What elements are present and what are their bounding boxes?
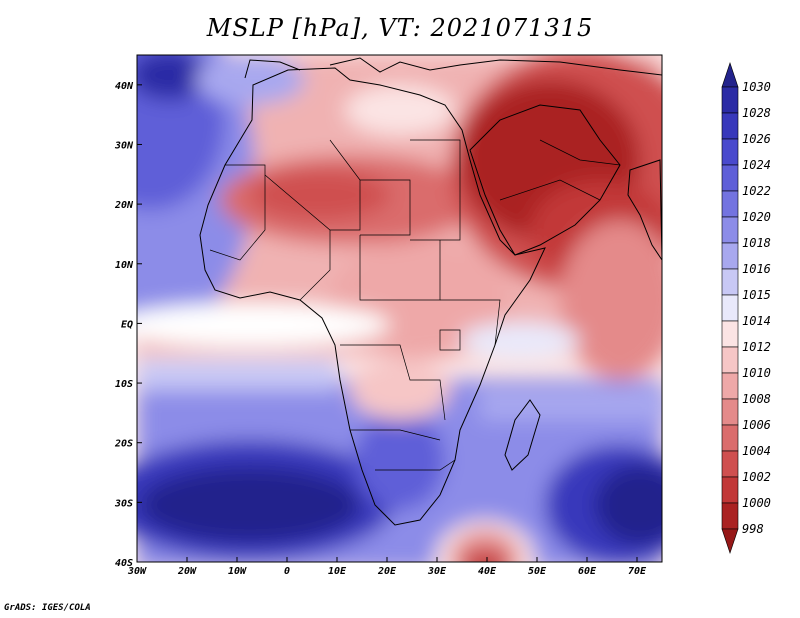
footer-credit: GrADS: IGES/COLA xyxy=(4,603,91,613)
colorbar-level-label: 1018 xyxy=(742,236,771,250)
lat-tick-label: 30S xyxy=(114,498,133,509)
lat-tick-label: 30N xyxy=(114,140,134,151)
lon-tick-label: 20W xyxy=(177,566,197,577)
colorbar-swatch xyxy=(721,164,739,192)
colorbar-swatch xyxy=(721,190,739,218)
colorbar-swatch xyxy=(721,320,739,348)
colorbar-swatch xyxy=(721,476,739,504)
colorbar-level-label: 1014 xyxy=(742,314,771,328)
colorbar: 1030 1028 1026 1024 1022 1020 1018 1016 1015 1014… xyxy=(721,62,771,554)
colorbar-level-label: 1016 xyxy=(742,262,771,276)
colorbar-swatch xyxy=(721,268,739,296)
madagascar-outline xyxy=(504,399,541,471)
colorbar-level-label: 1020 xyxy=(742,210,771,224)
lat-tick-label: EQ xyxy=(121,319,133,330)
colorbar-swatch xyxy=(721,242,739,270)
lon-tick-label: 30W xyxy=(127,566,147,577)
map-title: MSLP [hPa], VT: 2021071315 xyxy=(206,14,594,42)
lon-tick-label: 50E xyxy=(528,566,547,577)
colorbar-level-label: 1008 xyxy=(742,392,771,406)
lon-tick-label: 40E xyxy=(478,566,497,577)
colorbar-level-label: 1000 xyxy=(742,496,771,510)
lon-tick-label: 20E xyxy=(377,566,397,577)
colorbar-level-label: 1026 xyxy=(742,132,771,146)
colorbar-level-label: 1006 xyxy=(742,418,771,432)
colorbar-swatch xyxy=(721,138,739,166)
colorbar-swatch xyxy=(721,424,739,452)
lat-tick-label: 10N xyxy=(115,260,134,271)
colorbar-level-label: 1004 xyxy=(742,444,771,458)
colorbar-level-label: 1024 xyxy=(742,158,771,172)
colorbar-level-label: 1028 xyxy=(742,106,771,120)
lon-tick-label: 10W xyxy=(228,566,247,577)
lon-tick-label: 0 xyxy=(284,566,290,577)
europe-outline xyxy=(244,57,662,79)
colorbar-level-label: 1012 xyxy=(742,340,771,354)
lat-tick-label: 20N xyxy=(114,200,134,211)
lon-tick-label: 30E xyxy=(427,566,447,577)
colorbar-swatch xyxy=(721,216,739,244)
lat-tick-label: 40N xyxy=(115,81,134,92)
colorbar-level-label: 1010 xyxy=(742,366,771,380)
colorbar-level-label: 1022 xyxy=(742,184,771,198)
india-outline xyxy=(627,159,662,261)
lon-tick-label: 70E xyxy=(628,566,647,577)
colorbar-swatch xyxy=(721,372,739,400)
lat-tick-label: 40S xyxy=(115,558,133,569)
colorbar-swatch xyxy=(721,112,739,140)
colorbar-swatch xyxy=(721,398,739,426)
country-borders xyxy=(209,139,621,471)
lat-tick-label: 20S xyxy=(114,439,133,450)
colorbar-swatch xyxy=(721,62,739,88)
pressure-field xyxy=(137,55,662,562)
colorbar-swatch xyxy=(721,450,739,478)
colorbar-swatch xyxy=(721,294,739,322)
colorbar-swatch xyxy=(721,502,739,530)
colorbar-level-label: 1030 xyxy=(742,80,771,94)
coastline xyxy=(199,67,546,526)
lon-tick-label: 60E xyxy=(578,566,597,577)
colorbar-swatch xyxy=(721,86,739,114)
colorbar-level-label: 998 xyxy=(742,522,764,536)
lon-tick-label: 10E xyxy=(328,566,347,577)
lat-tick-label: 10S xyxy=(115,379,133,390)
colorbar-level-label: 1002 xyxy=(742,470,771,484)
plot-frame xyxy=(136,54,663,563)
colorbar-level-label: 1015 xyxy=(742,288,771,302)
colorbar-swatch xyxy=(721,528,739,554)
colorbar-swatch xyxy=(721,346,739,374)
